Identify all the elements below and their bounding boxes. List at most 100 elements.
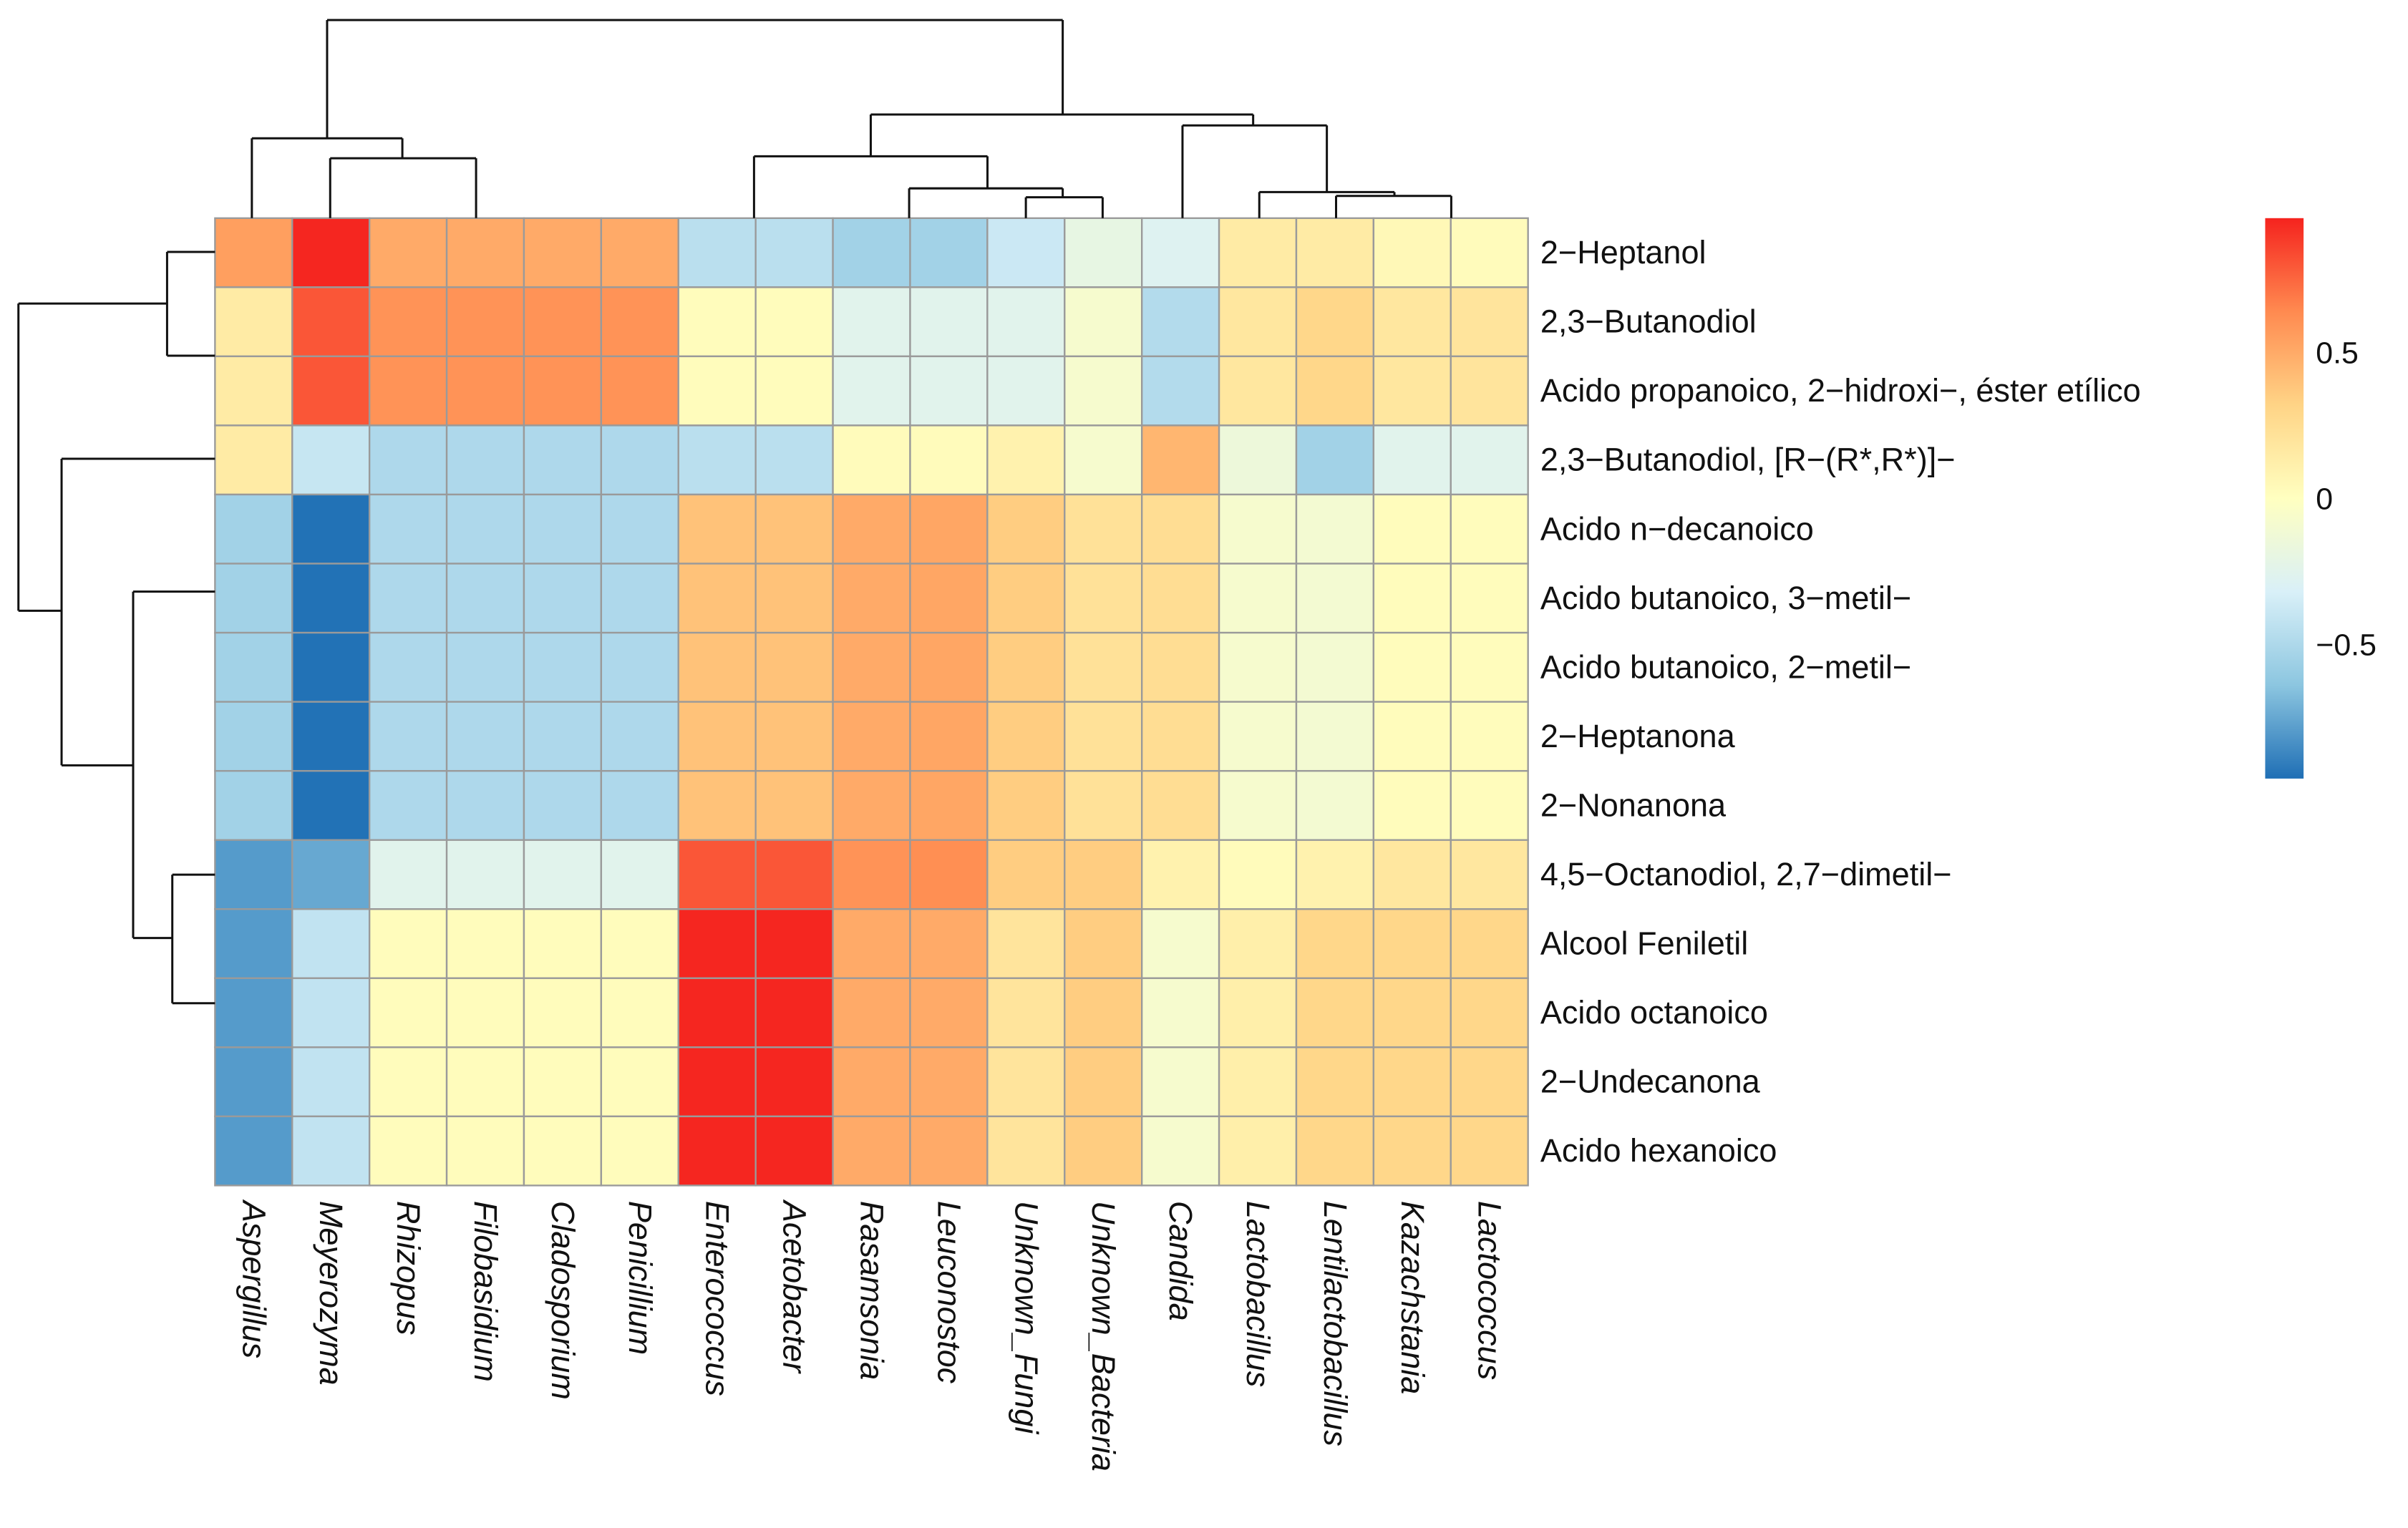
heatmap-cells [214,217,1529,1187]
heatmap-cell [1372,701,1452,772]
heatmap-cell [1295,908,1375,979]
heatmap-cell [1450,769,1529,841]
heatmap-cell [1450,1046,1529,1118]
heatmap-cell [600,217,679,288]
heatmap-cell [832,493,911,565]
row-dendrogram [17,250,215,1005]
heatmap-cell [368,769,448,841]
heatmap-cell [986,908,1066,979]
column-dendrogram [251,19,1452,218]
heatmap-cell [1372,839,1452,910]
heatmap-cell [986,286,1066,358]
column-label: Unknown_Fungi [1008,1201,1044,1436]
column-label: Lentilactobacillus [1317,1201,1354,1446]
column-label: Candida [1162,1201,1199,1321]
color-bar-tick-label: 0 [2316,482,2333,516]
heatmap-cell [1450,631,1529,703]
heatmap-cell [523,1115,603,1187]
heatmap-cell [445,1115,525,1187]
heatmap-cell [1140,355,1220,427]
row-label: Acido propanoico, 2−hidroxi−, éster etíl… [1540,372,2141,409]
heatmap-cell [909,493,989,565]
heatmap-cell [1372,769,1452,841]
heatmap-cell [986,701,1066,772]
column-labels: Aspergillus Meyerozyma Rhizopus Filobasidiu… [236,1199,1508,1471]
heatmap-cell [523,286,603,358]
heatmap-cell [214,493,293,565]
heatmap-cell [1064,908,1143,979]
heatmap-cell [291,769,371,841]
heatmap-cell [291,977,371,1048]
heatmap-cell [832,1046,911,1118]
heatmap-cell [523,908,603,979]
heatmap-cell [677,217,757,288]
row-label: Acido octanoico [1540,994,1768,1031]
heatmap-cell [909,839,989,910]
column-label: Lactobacillus [1240,1201,1276,1387]
heatmap-cell [754,977,834,1048]
heatmap-cell [1140,631,1220,703]
heatmap-cell [1218,977,1298,1048]
heatmap-cell [1450,217,1529,288]
heatmap-cell [754,424,834,496]
heatmap-cell [832,631,911,703]
heatmap-cell [677,286,757,358]
column-label: Cladosporium [545,1201,581,1400]
heatmap-cell [1218,701,1298,772]
column-label: Aspergillus [236,1199,272,1358]
column-label: Penicillium [622,1201,659,1355]
heatmap-cell [677,493,757,565]
heatmap-cell [291,839,371,910]
heatmap-cell [1140,977,1220,1048]
heatmap-cell [600,701,679,772]
column-label: Leuconostoc [931,1201,967,1384]
heatmap-cell [1295,217,1375,288]
heatmap-cell [754,563,834,634]
heatmap-cell [600,493,679,565]
heatmap-cell [291,424,371,496]
heatmap-cell [368,631,448,703]
heatmap-cell [909,217,989,288]
heatmap-cell [368,563,448,634]
heatmap-cell [832,701,911,772]
heatmap-cell [214,908,293,979]
heatmap-cell [523,701,603,772]
heatmap-cell [986,631,1066,703]
heatmap-cell [445,1046,525,1118]
column-label: Rhizopus [390,1201,427,1335]
row-label: Acido n−decanoico [1540,510,1814,547]
column-label: Unknown_Bacteria [1085,1201,1122,1471]
heatmap-cell [1372,1115,1452,1187]
heatmap-cell [1064,769,1143,841]
heatmap-cell [1140,769,1220,841]
color-bar [2265,218,2304,779]
heatmap-cell [1372,563,1452,634]
row-label: 2−Nonanona [1540,787,1727,823]
heatmap-cell [523,355,603,427]
heatmap-cell [1218,493,1298,565]
heatmap-cell [909,563,989,634]
heatmap-cell [909,286,989,358]
heatmap-cell [1372,424,1452,496]
heatmap-cell [1218,631,1298,703]
heatmap-cell [523,217,603,288]
color-legend: 0.5 0 −0.5 [2265,218,2377,779]
heatmap-cell [754,701,834,772]
heatmap-cell [754,908,834,979]
heatmap-cell [1064,1046,1143,1118]
heatmap-cell [1064,977,1143,1048]
heatmap-cell [1295,1115,1375,1187]
heatmap-cell [754,286,834,358]
heatmap-cell [1295,424,1375,496]
heatmap-cell [523,769,603,841]
heatmap-cell [1450,1115,1529,1187]
heatmap-cell [1295,701,1375,772]
heatmap-cell [909,631,989,703]
column-label: Enterococcus [699,1201,736,1396]
heatmap-cell [909,908,989,979]
heatmap-cell [1140,563,1220,634]
heatmap-cell [291,908,371,979]
heatmap-cell [523,977,603,1048]
heatmap-cell [677,355,757,427]
